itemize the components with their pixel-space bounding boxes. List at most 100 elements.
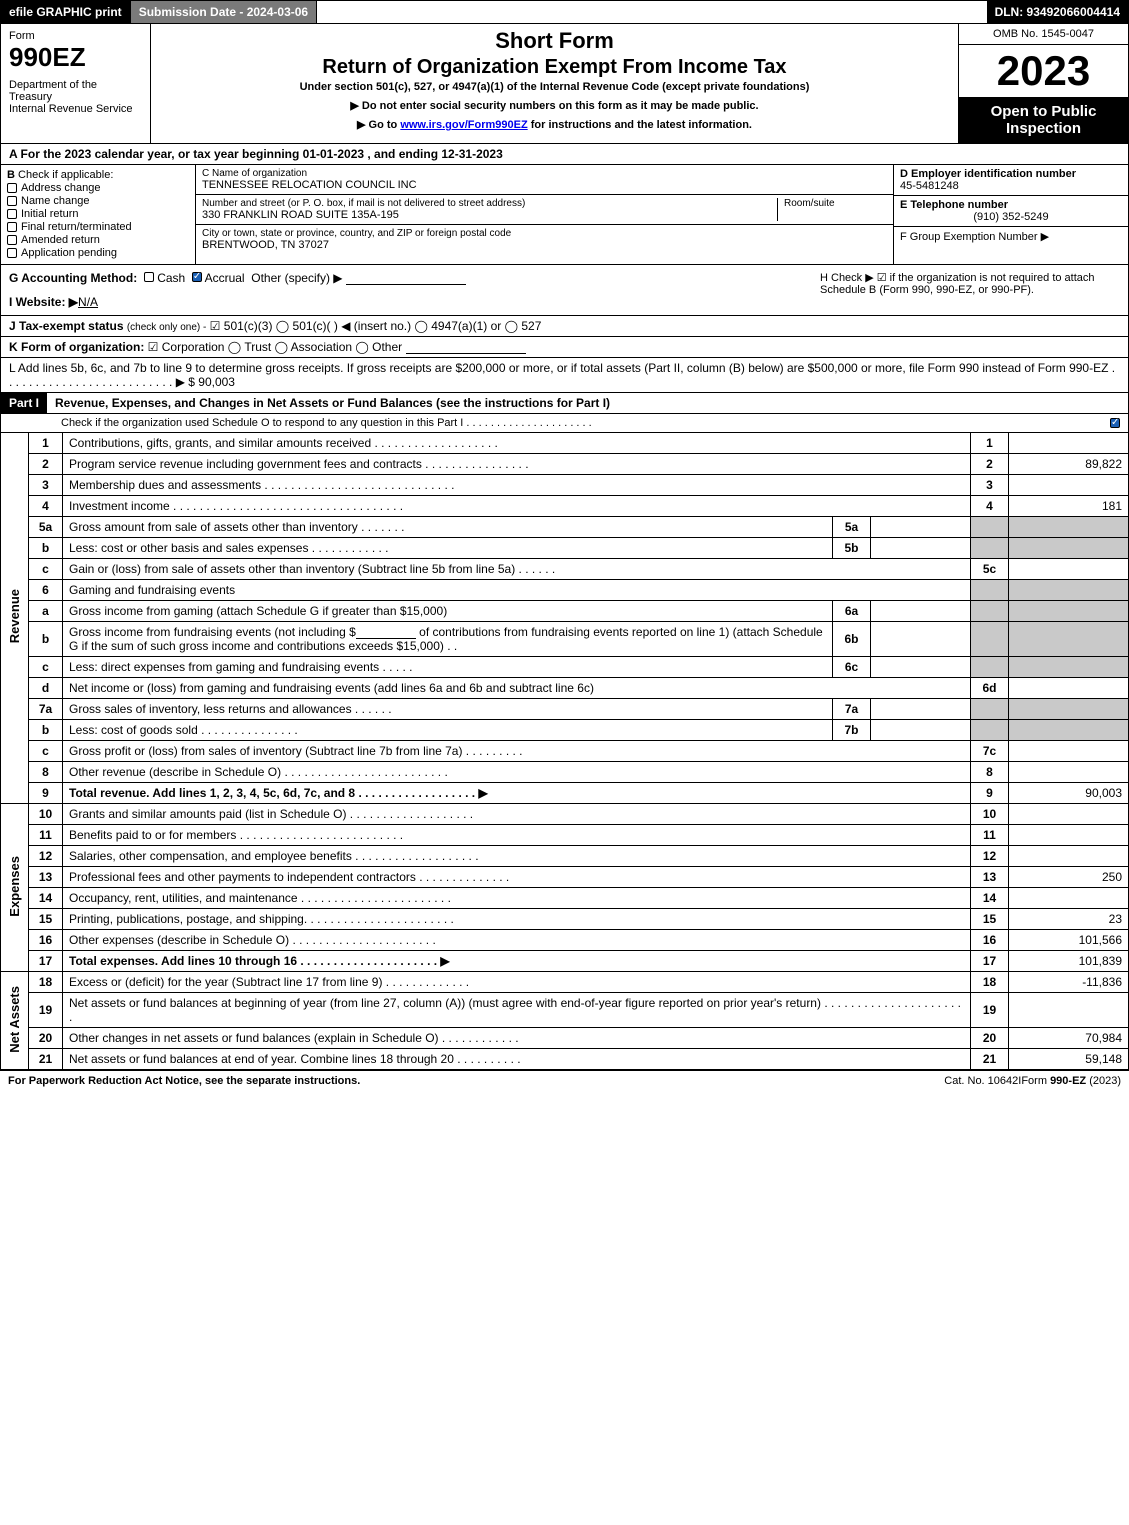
open-public-badge: Open to Public Inspection bbox=[959, 97, 1128, 143]
checkbox-name-change[interactable] bbox=[7, 196, 17, 206]
line-16: 16Other expenses (describe in Schedule O… bbox=[1, 930, 1129, 951]
checkbox-initial-return[interactable] bbox=[7, 209, 17, 219]
section-l: L Add lines 5b, 6c, and 7b to line 9 to … bbox=[0, 358, 1129, 393]
ein-label: D Employer identification number bbox=[900, 168, 1122, 180]
section-j: J Tax-exempt status (check only one) - ☑… bbox=[0, 316, 1129, 337]
page-footer: For Paperwork Reduction Act Notice, see … bbox=[0, 1070, 1129, 1091]
group-exemption-label: F Group Exemption Number ▶ bbox=[900, 230, 1122, 243]
line-6c: cLess: direct expenses from gaming and f… bbox=[1, 657, 1129, 678]
section-l-text: L Add lines 5b, 6c, and 7b to line 9 to … bbox=[9, 361, 1115, 389]
line-8: 8Other revenue (describe in Schedule O) … bbox=[1, 762, 1129, 783]
website-label: I Website: ▶ bbox=[9, 295, 78, 309]
line-1: Revenue 1Contributions, gifts, grants, a… bbox=[1, 433, 1129, 454]
line-17: 17Total expenses. Add lines 10 through 1… bbox=[1, 951, 1129, 972]
footer-mid: Cat. No. 10642I bbox=[944, 1075, 1021, 1087]
notice-goto-suffix: for instructions and the latest informat… bbox=[528, 119, 752, 131]
city-label: City or town, state or province, country… bbox=[202, 228, 887, 239]
opt-amended-return: Amended return bbox=[21, 234, 100, 246]
website-value: N/A bbox=[78, 295, 98, 309]
form-number: 990EZ bbox=[9, 42, 142, 73]
section-d-e-f: D Employer identification number 45-5481… bbox=[893, 165, 1128, 264]
check-if-applicable: Check if applicable: bbox=[18, 169, 113, 181]
netassets-side-label: Net Assets bbox=[7, 986, 22, 1053]
line-4: 4Investment income . . . . . . . . . . .… bbox=[1, 496, 1129, 517]
return-title: Return of Organization Exempt From Incom… bbox=[159, 56, 950, 79]
tax-year: 2023 bbox=[959, 45, 1128, 97]
form-of-org-opts: ☑ Corporation ◯ Trust ◯ Association ◯ Ot… bbox=[148, 340, 402, 354]
ein-value: 45-5481248 bbox=[900, 180, 1122, 192]
section-l-amount: 90,003 bbox=[198, 375, 235, 389]
department-label: Department of the Treasury Internal Reve… bbox=[9, 79, 142, 115]
line-6: 6Gaming and fundraising events bbox=[1, 580, 1129, 601]
submission-date: Submission Date - 2024-03-06 bbox=[131, 1, 317, 23]
header-right: OMB No. 1545-0047 2023 Open to Public In… bbox=[958, 24, 1128, 143]
other-org-input[interactable] bbox=[406, 342, 526, 354]
irs-link[interactable]: www.irs.gov/Form990EZ bbox=[400, 119, 527, 131]
form-label: Form bbox=[9, 30, 142, 42]
line-5b: bLess: cost or other basis and sales exp… bbox=[1, 538, 1129, 559]
part-1-label: Part I bbox=[1, 393, 47, 413]
omb-number: OMB No. 1545-0047 bbox=[959, 24, 1128, 45]
phone-label: E Telephone number bbox=[900, 199, 1122, 211]
notice-ssn: ▶ Do not enter social security numbers o… bbox=[159, 99, 950, 112]
section-h-text: H Check ▶ ☑ if the organization is not r… bbox=[820, 272, 1095, 296]
section-c: C Name of organization TENNESSEE RELOCAT… bbox=[196, 165, 893, 264]
section-k: K Form of organization: ☑ Corporation ◯ … bbox=[0, 337, 1129, 358]
line-15: 15Printing, publications, postage, and s… bbox=[1, 909, 1129, 930]
part-1-checkbox[interactable] bbox=[1110, 418, 1120, 428]
checkbox-cash[interactable] bbox=[144, 272, 154, 282]
efile-label[interactable]: efile GRAPHIC print bbox=[1, 1, 131, 23]
accounting-method-label: G Accounting Method: bbox=[9, 271, 137, 285]
tax-exempt-opts: ☑ 501(c)(3) ◯ 501(c)( ) ◀ (insert no.) ◯… bbox=[210, 319, 542, 333]
checkbox-address-change[interactable] bbox=[7, 183, 17, 193]
section-b: B Check if applicable: Address change Na… bbox=[1, 165, 196, 264]
form-header: Form 990EZ Department of the Treasury In… bbox=[0, 24, 1129, 144]
sections-b-c-d: B Check if applicable: Address change Na… bbox=[0, 165, 1129, 265]
part-1-title: Revenue, Expenses, and Changes in Net As… bbox=[47, 393, 1128, 413]
org-name: TENNESSEE RELOCATION COUNCIL INC bbox=[202, 179, 887, 191]
line-13: 13Professional fees and other payments t… bbox=[1, 867, 1129, 888]
checkbox-accrual[interactable] bbox=[192, 272, 202, 282]
notice-goto-prefix: ▶ Go to bbox=[357, 119, 400, 131]
line-19: 19Net assets or fund balances at beginni… bbox=[1, 993, 1129, 1028]
notice-goto: ▶ Go to www.irs.gov/Form990EZ for instru… bbox=[159, 118, 950, 131]
line-6b: bGross income from fundraising events (n… bbox=[1, 622, 1129, 657]
part-1-sub-text: Check if the organization used Schedule … bbox=[61, 417, 592, 429]
line-14: 14Occupancy, rent, utilities, and mainte… bbox=[1, 888, 1129, 909]
line-11: 11Benefits paid to or for members . . . … bbox=[1, 825, 1129, 846]
line-7a: 7aGross sales of inventory, less returns… bbox=[1, 699, 1129, 720]
checkbox-application-pending[interactable] bbox=[7, 248, 17, 258]
line-10: Expenses 10Grants and similar amounts pa… bbox=[1, 804, 1129, 825]
expenses-side-label: Expenses bbox=[7, 856, 22, 917]
opt-final-return: Final return/terminated bbox=[21, 221, 132, 233]
line-6a: aGross income from gaming (attach Schedu… bbox=[1, 601, 1129, 622]
street-value: 330 FRANKLIN ROAD SUITE 135A-195 bbox=[202, 209, 777, 221]
city-value: BRENTWOOD, TN 37027 bbox=[202, 239, 887, 251]
dln-label: DLN: 93492066004414 bbox=[987, 1, 1128, 23]
org-name-label: C Name of organization bbox=[202, 168, 887, 179]
section-a: A For the 2023 calendar year, or tax yea… bbox=[0, 144, 1129, 165]
line-9: 9Total revenue. Add lines 1, 2, 3, 4, 5c… bbox=[1, 783, 1129, 804]
opt-address-change: Address change bbox=[21, 182, 101, 194]
top-bar: efile GRAPHIC print Submission Date - 20… bbox=[0, 0, 1129, 24]
line-18: Net Assets 18Excess or (deficit) for the… bbox=[1, 972, 1129, 993]
under-section: Under section 501(c), 527, or 4947(a)(1)… bbox=[159, 81, 950, 93]
lines-table: Revenue 1Contributions, gifts, grants, a… bbox=[0, 433, 1129, 1070]
form-of-org-label: K Form of organization: bbox=[9, 340, 144, 354]
part-1-header-row: Part I Revenue, Expenses, and Changes in… bbox=[0, 393, 1129, 414]
short-form-title: Short Form bbox=[159, 28, 950, 54]
line-3: 3Membership dues and assessments . . . .… bbox=[1, 475, 1129, 496]
tax-exempt-label: J Tax-exempt status bbox=[9, 319, 124, 333]
other-specify-input[interactable] bbox=[346, 273, 466, 285]
footer-left: For Paperwork Reduction Act Notice, see … bbox=[8, 1075, 944, 1087]
checkbox-final-return[interactable] bbox=[7, 222, 17, 232]
line-21: 21Net assets or fund balances at end of … bbox=[1, 1049, 1129, 1070]
line-6b-blank[interactable] bbox=[356, 627, 416, 639]
part-1-sub: Check if the organization used Schedule … bbox=[0, 414, 1129, 433]
opt-application-pending: Application pending bbox=[21, 247, 117, 259]
line-12: 12Salaries, other compensation, and empl… bbox=[1, 846, 1129, 867]
checkbox-amended-return[interactable] bbox=[7, 235, 17, 245]
header-left: Form 990EZ Department of the Treasury In… bbox=[1, 24, 151, 143]
section-h: H Check ▶ ☑ if the organization is not r… bbox=[820, 271, 1120, 309]
line-7b: bLess: cost of goods sold . . . . . . . … bbox=[1, 720, 1129, 741]
